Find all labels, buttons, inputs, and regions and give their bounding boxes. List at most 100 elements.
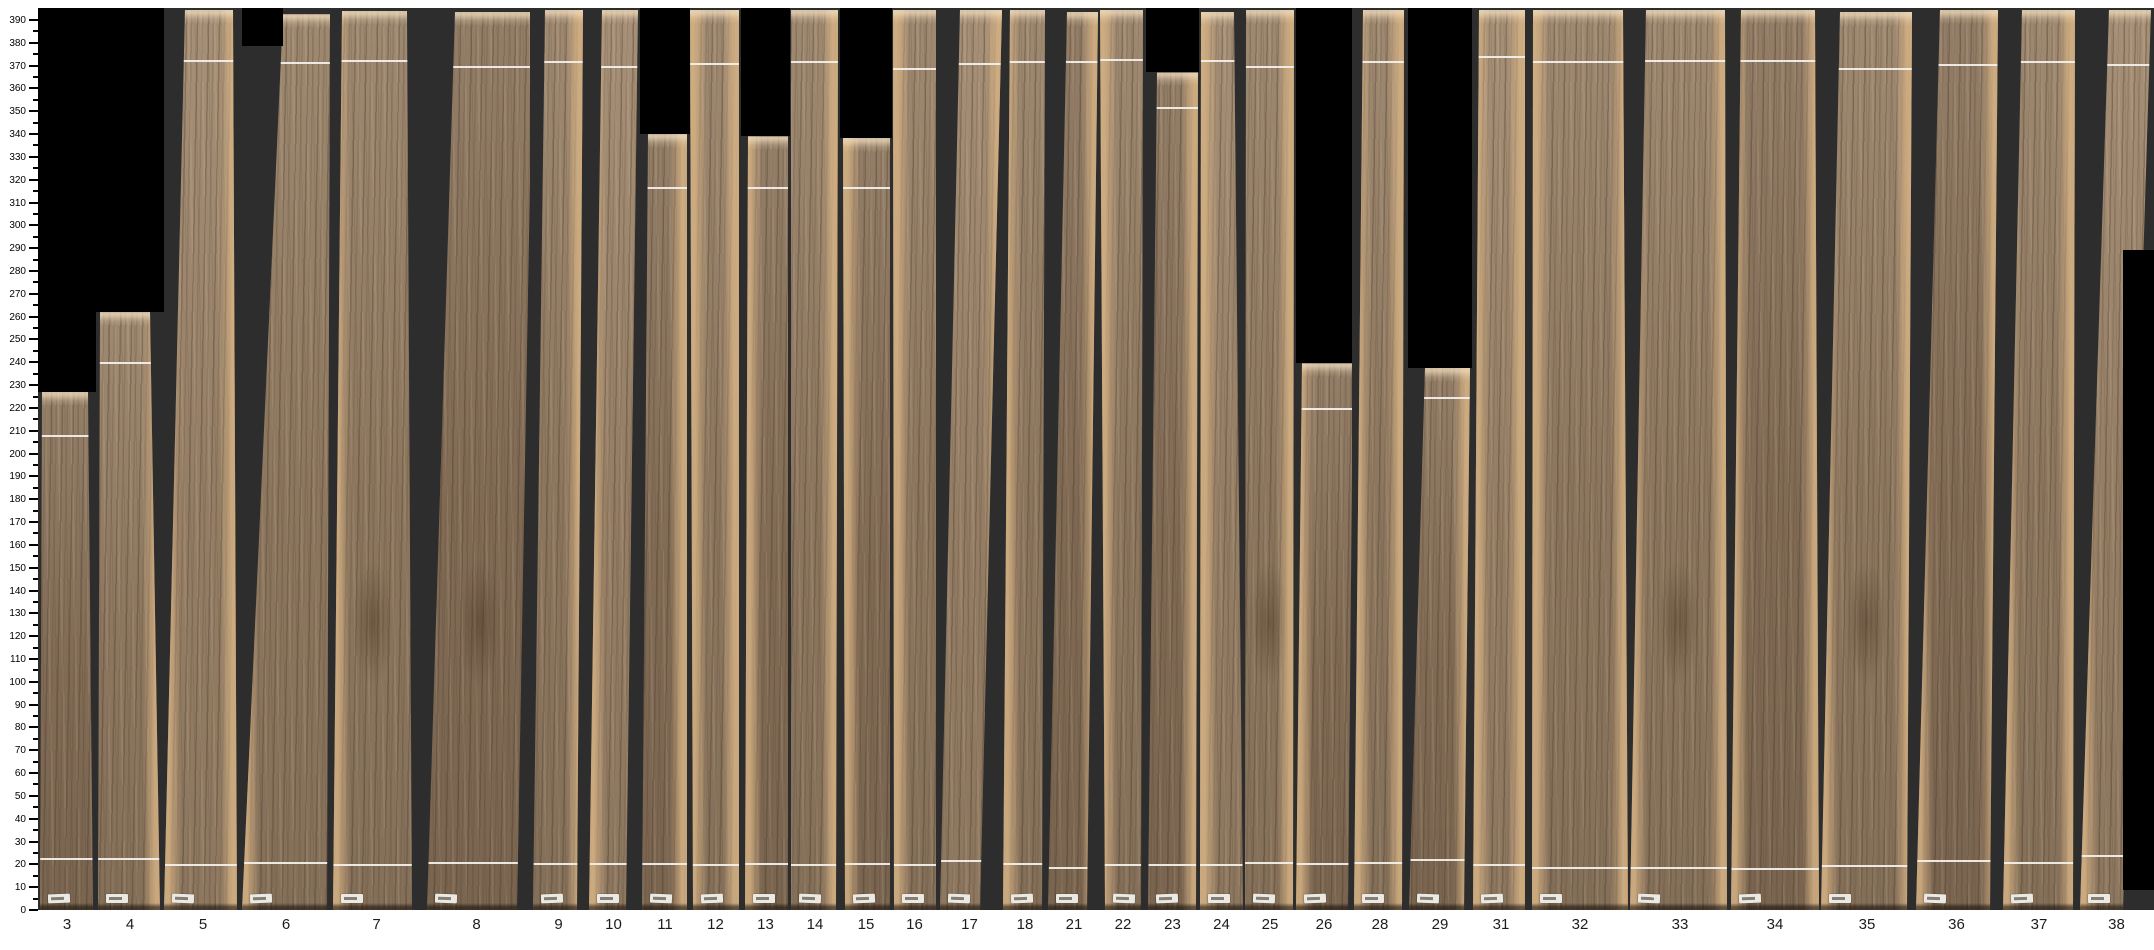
ruler-minor-tick [33, 623, 38, 626]
plank-number-label: 34 [1766, 916, 1784, 933]
ruler-major-tick [29, 498, 38, 501]
ruler-tick-label: 360 [9, 83, 26, 95]
bottom-chalk-line [1532, 866, 1628, 869]
ruler-minor-tick [33, 281, 38, 284]
ruler-major-tick [29, 429, 38, 432]
ruler-tick-label: 60 [14, 768, 26, 780]
ruler-major-tick [29, 635, 38, 638]
plank-number-label: 38 [2108, 916, 2125, 933]
sticker-text-mark [1543, 896, 1556, 900]
bottom-chalk-line [1630, 866, 1727, 869]
ruler-minor-tick [33, 555, 38, 558]
ruler-minor-tick [33, 715, 38, 718]
scan-black-area [840, 8, 892, 138]
bottom-chalk-line [893, 864, 936, 867]
bottom-chalk-line [690, 864, 739, 867]
plank-34-photo[interactable] [1731, 9, 1819, 910]
plank-12-photo[interactable] [690, 9, 739, 910]
plank-number-label: 26 [1315, 916, 1333, 933]
plank-26-photo[interactable] [1296, 363, 1353, 910]
ruler-major-tick [29, 817, 38, 820]
bottom-chalk-line [427, 862, 533, 865]
plank-number-label: 5 [198, 916, 208, 933]
ruler-tick-label: 120 [9, 631, 26, 643]
top-chalk-line [1473, 56, 1525, 59]
ruler-major-tick [29, 543, 38, 546]
plank-22-photo[interactable] [1100, 9, 1143, 910]
ruler-minor-tick [33, 144, 38, 147]
ruler-minor-tick [33, 578, 38, 581]
ruler-tick-label: 160 [9, 539, 26, 551]
scan-black-area [741, 8, 790, 137]
plank-24-photo[interactable] [1200, 11, 1243, 910]
ruler-minor-tick [33, 304, 38, 307]
plank-18-photo[interactable] [1003, 9, 1045, 910]
plank-11-photo[interactable] [642, 134, 687, 910]
scan-black-area [242, 8, 283, 46]
plank-23-photo[interactable] [1148, 72, 1198, 910]
plank-3-photo[interactable] [40, 391, 93, 910]
ruler-tick-label: 110 [10, 653, 26, 665]
bottom-chalk-line [745, 863, 788, 866]
top-chalk-line [1048, 61, 1098, 64]
ruler-tick-label: 100 [9, 676, 26, 688]
scan-black-area [1296, 8, 1352, 364]
top-chalk-line [1409, 396, 1470, 399]
sticker-text-mark [2091, 896, 2104, 900]
ruler-major-tick [29, 155, 38, 158]
scan-black-area [2123, 250, 2154, 890]
plank-33-photo[interactable] [1630, 9, 1727, 910]
ruler-major-tick [29, 224, 38, 227]
ruler-major-tick [29, 452, 38, 455]
plank-15-photo[interactable] [843, 137, 890, 910]
plank-number-label: 3 [62, 916, 72, 933]
ruler-minor-tick [33, 98, 38, 101]
top-chalk-line [1354, 61, 1404, 64]
top-chalk-line [164, 59, 237, 62]
ruler-tick-label: 70 [14, 745, 26, 757]
plank-13-photo[interactable] [745, 136, 788, 910]
plank-14-photo[interactable] [791, 9, 838, 910]
ruler-minor-tick [33, 121, 38, 124]
scan-black-area [38, 8, 96, 392]
ruler-minor-tick [33, 737, 38, 740]
ruler-major-tick [29, 361, 38, 364]
top-chalk-line [690, 63, 739, 66]
plank-number-label: 31 [1492, 916, 1510, 933]
plank-7-photo[interactable] [333, 10, 412, 910]
ruler-minor-tick [33, 258, 38, 261]
plank-number-label: 29 [1431, 916, 1449, 933]
ruler-major-tick [29, 726, 38, 729]
ruler-major-tick [29, 657, 38, 660]
plank-9-photo[interactable] [533, 9, 583, 910]
ruler-major-tick [29, 64, 38, 67]
bottom-chalk-line [1409, 858, 1470, 861]
plank-31-photo[interactable] [1473, 9, 1525, 910]
top-chalk-line [1148, 106, 1198, 109]
top-chalk-line [40, 435, 93, 438]
ruler-tick-label: 260 [9, 311, 26, 323]
plank-25-photo[interactable] [1245, 9, 1294, 910]
ruler-tick-label: 40 [14, 813, 26, 825]
plank-28-photo[interactable] [1354, 9, 1404, 910]
bottom-chalk-line [533, 863, 583, 866]
top-chalk-line [1003, 61, 1045, 64]
ruler-major-tick [29, 475, 38, 478]
plank-4-photo[interactable] [98, 312, 160, 910]
bottom-chalk-line [791, 864, 838, 867]
bottom-chalk-line [40, 857, 93, 860]
ruler-tick-label: 20 [14, 859, 26, 871]
plank-16-photo[interactable] [893, 9, 936, 910]
sticker-text-mark [1059, 896, 1072, 900]
id-sticker [1056, 893, 1078, 903]
ruler-major-tick [29, 566, 38, 569]
ruler-minor-tick [33, 372, 38, 375]
top-chalk-line [1630, 59, 1727, 62]
plank-32-photo[interactable] [1532, 9, 1628, 910]
ruler-minor-tick [33, 646, 38, 649]
bottom-chalk-line [1003, 863, 1045, 866]
ruler-major-tick [29, 521, 38, 524]
ruler-minor-tick [33, 349, 38, 352]
